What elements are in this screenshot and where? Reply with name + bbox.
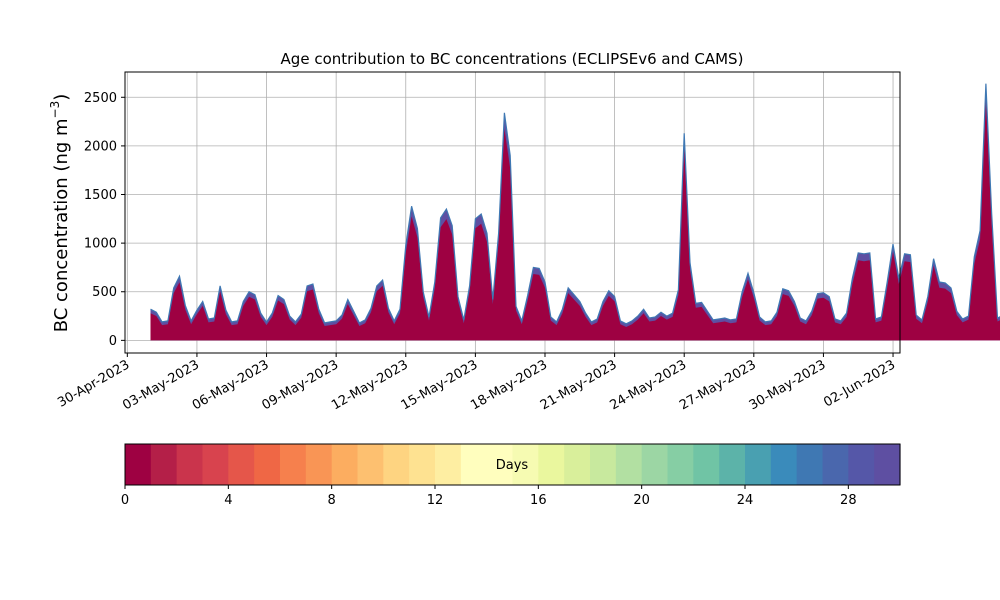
colorbar-label: Days [496, 458, 529, 473]
colorbar-segment [822, 444, 849, 485]
concentration-area [150, 83, 1000, 341]
chart-title: Age contribution to BC concentrations (E… [281, 50, 744, 68]
colorbar-segment [280, 444, 307, 485]
colorbar-segment [564, 444, 591, 485]
y-tick-label: 1000 [84, 237, 117, 252]
colorbar-segment [641, 444, 669, 485]
colorbar-tick-label: 4 [224, 493, 232, 508]
colorbar [125, 444, 901, 485]
colorbar-segment [228, 444, 255, 485]
colorbar-segment [357, 444, 384, 485]
colorbar-segment [383, 444, 410, 485]
colorbar-segment [874, 444, 901, 485]
colorbar-ticks: 0 4 8 12 16 20 24 28 [121, 485, 857, 508]
colorbar-tick-label: 0 [121, 493, 129, 508]
colorbar-tick-label: 8 [328, 493, 336, 508]
y-axis-label-exponent: −3 [48, 101, 62, 119]
colorbar-segment [460, 444, 488, 485]
y-axis-label-close: ) [51, 94, 72, 101]
colorbar-segment [176, 444, 204, 485]
colorbar-segment [125, 444, 152, 485]
y-axis: 0 500 1000 1500 2000 2500 [84, 91, 125, 349]
colorbar-segment [409, 444, 436, 485]
colorbar-segment [202, 444, 229, 485]
y-tick-label: 2000 [84, 139, 117, 154]
colorbar-segment [538, 444, 565, 485]
colorbar-segment [435, 444, 462, 485]
y-tick-label: 500 [92, 285, 117, 300]
y-tick-label: 2500 [84, 91, 117, 106]
colorbar-segment [254, 444, 281, 485]
colorbar-frame [124, 443, 901, 486]
colorbar-segment [667, 444, 694, 485]
colorbar-segment [848, 444, 875, 485]
area-fresh-ages [150, 101, 1000, 341]
colorbar-tick-label: 24 [737, 493, 754, 508]
colorbar-segment [331, 444, 359, 485]
colorbar-tick-label: 16 [530, 493, 547, 508]
total-line [150, 83, 1000, 325]
colorbar-segment [590, 444, 617, 485]
colorbar-segment [745, 444, 772, 485]
colorbar-segment [150, 444, 178, 485]
y-tick-label: 0 [109, 334, 117, 349]
plot-frame [124, 71, 901, 354]
y-axis-label-main: BC concentration (ng m [51, 118, 72, 332]
colorbar-segment [770, 444, 798, 485]
colorbar-segment [512, 444, 539, 485]
colorbar-tick-label: 12 [427, 493, 444, 508]
colorbar-segment [305, 444, 333, 485]
colorbar-segment [693, 444, 720, 485]
y-axis-label: BC concentration (ng m−3) [48, 94, 72, 333]
colorbar-segment [796, 444, 824, 485]
y-tick-label: 1500 [84, 188, 117, 203]
colorbar-tick-label: 28 [840, 493, 857, 508]
colorbar-segment [719, 444, 746, 485]
colorbar-segment [486, 444, 514, 485]
colorbar-segment [615, 444, 643, 485]
colorbar-tick-label: 20 [633, 493, 650, 508]
